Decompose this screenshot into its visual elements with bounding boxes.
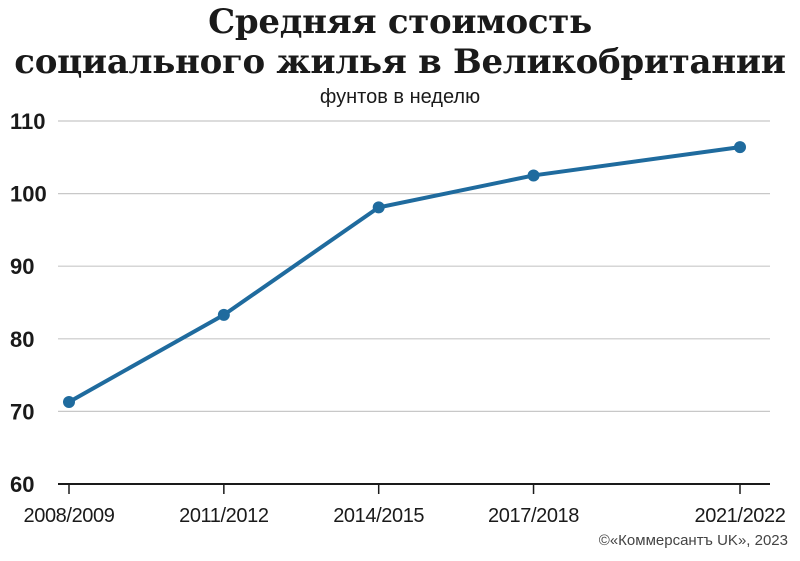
chart-subtitle: фунтов в неделю — [319, 86, 481, 108]
x-tick-label-0: 2008/2009 — [24, 505, 115, 527]
y-tick-label-110: 110 — [10, 109, 46, 134]
data-point-3 — [527, 169, 540, 182]
chart-title: Средняя стоимость социального жилья в Ве… — [0, 2, 800, 82]
copyright-note: ©«Коммерсантъ UK», 2023 — [598, 532, 788, 549]
data-point-2 — [372, 201, 385, 214]
x-tick-label-3: 2017/2018 — [488, 505, 579, 527]
data-point-1 — [217, 308, 230, 321]
data-point-0 — [63, 395, 75, 408]
chart-title-line2: социального жилья в Великобритании — [14, 42, 786, 82]
y-tick-label-80: 80 — [10, 327, 34, 352]
y-tick-label-70: 70 — [10, 399, 34, 424]
series-line-0 — [67, 145, 742, 404]
x-tick-label-1: 2011/2012 — [179, 505, 269, 527]
y-tick-label-100: 100 — [10, 182, 47, 207]
x-tick-label-4: 2021/2022 — [695, 505, 786, 527]
y-tick-label-90: 90 — [10, 254, 34, 279]
y-tick-label-60: 60 — [10, 472, 34, 497]
chart-title-line1: Средняя стоимость — [208, 2, 592, 42]
data-point-4 — [734, 141, 746, 154]
x-tick-label-2: 2014/2015 — [333, 505, 424, 527]
